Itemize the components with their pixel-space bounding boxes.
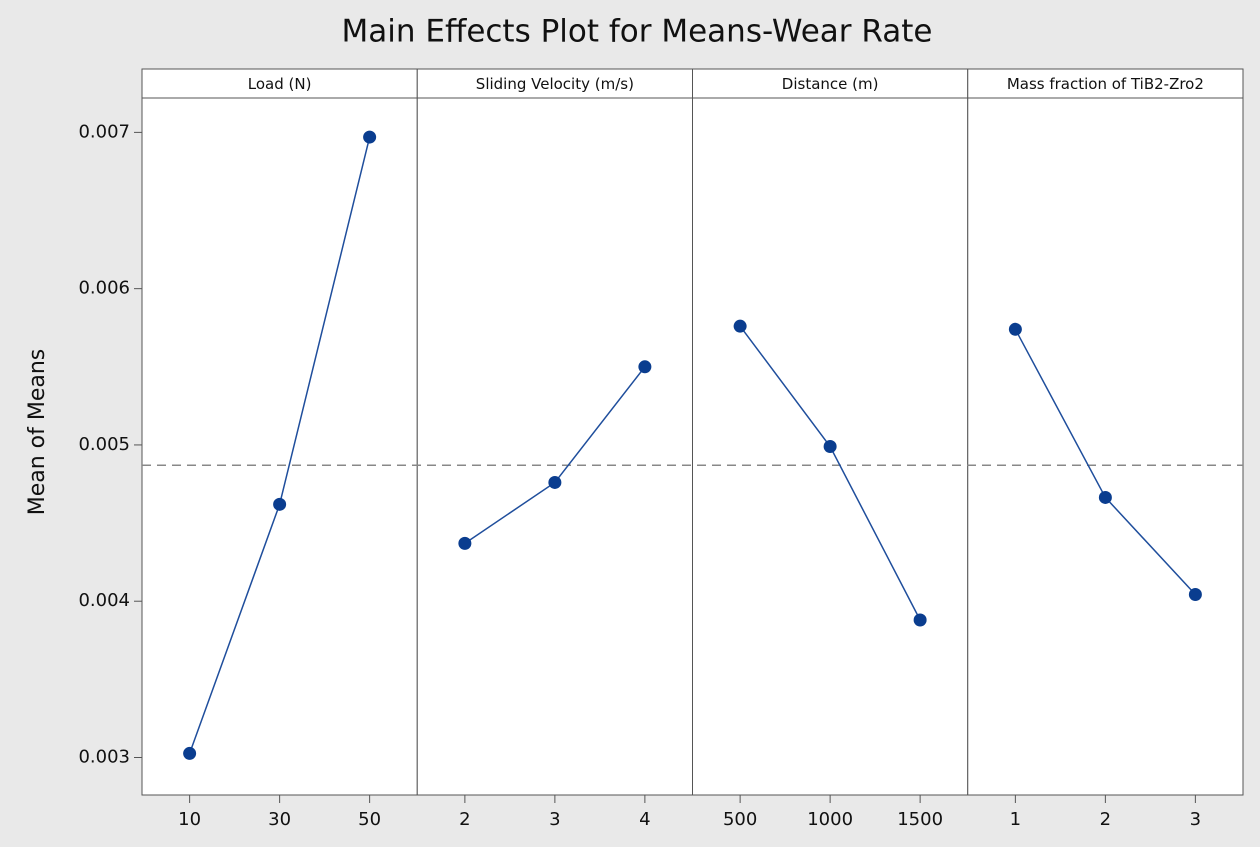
panel-title: Mass fraction of TiB2-Zro2 — [1007, 75, 1204, 93]
effect-point — [1008, 322, 1022, 336]
panel-strip — [692, 68, 969, 99]
panel-title: Sliding Velocity (m/s) — [476, 75, 634, 93]
y-axis-label: Mean of Means — [25, 349, 50, 516]
effect-point — [1098, 490, 1112, 504]
x-tick-label: 2 — [1100, 809, 1111, 830]
x-tick-label: 3 — [549, 809, 560, 830]
effect-point — [183, 746, 197, 760]
panel-title: Distance (m) — [782, 75, 879, 93]
x-tick-label: 10 — [178, 809, 201, 830]
effect-point — [638, 360, 652, 374]
y-tick-label: 0.003 — [78, 746, 130, 767]
panel-strip — [967, 68, 1244, 99]
y-tick-label: 0.005 — [78, 434, 130, 455]
effect-point — [733, 319, 747, 333]
x-tick-label: 1000 — [807, 809, 853, 830]
y-tick-label: 0.006 — [78, 278, 130, 299]
effect-point — [273, 497, 287, 511]
effect-point — [823, 440, 837, 453]
y-tick-label: 0.007 — [78, 121, 130, 142]
x-tick-label: 1500 — [897, 809, 943, 830]
panel-strip — [141, 68, 418, 99]
x-tick-label: 500 — [723, 809, 757, 830]
effect-point — [1188, 587, 1202, 601]
y-tick-label: 0.004 — [78, 590, 130, 611]
panel-title: Load (N) — [248, 75, 312, 93]
x-tick-label: 4 — [639, 809, 650, 830]
effect-point — [363, 130, 377, 144]
panel — [141, 97, 418, 796]
x-tick-label: 50 — [358, 809, 381, 830]
x-tick-label: 2 — [459, 809, 470, 830]
effect-point — [548, 475, 562, 489]
x-tick-label: 1 — [1010, 809, 1021, 830]
effect-point — [913, 613, 927, 627]
panel — [967, 97, 1244, 796]
x-tick-label: 3 — [1190, 809, 1201, 830]
panel — [416, 97, 693, 796]
chart-title: Main Effects Plot for Means-Wear Rate — [342, 14, 933, 50]
panel-strip — [416, 68, 693, 99]
x-tick-label: 30 — [268, 809, 291, 830]
effect-point — [458, 536, 472, 550]
